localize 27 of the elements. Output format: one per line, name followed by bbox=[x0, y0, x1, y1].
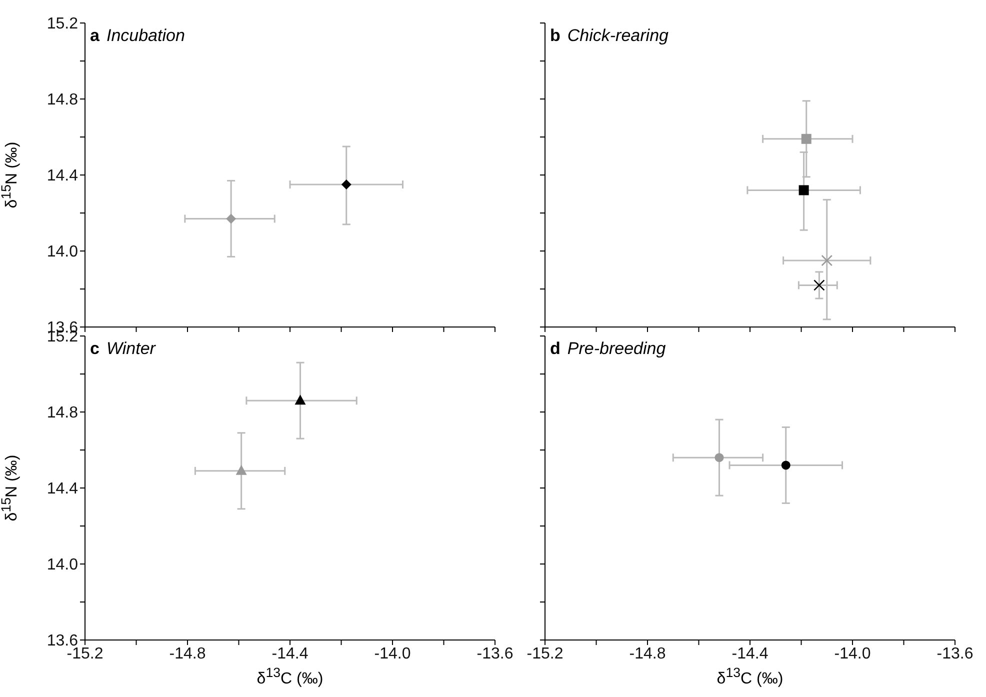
point bbox=[821, 254, 833, 266]
y-tick-label: 14.0 bbox=[46, 244, 78, 261]
x-tick-label: -14.4 bbox=[732, 645, 768, 662]
x-tick-label: -14.0 bbox=[834, 645, 871, 662]
x-axis-title: δ$^{13}$C (‰) bbox=[256, 665, 324, 688]
chart-title: d Pre-breeding bbox=[550, 339, 666, 358]
x-tick-label: -14.8 bbox=[169, 645, 206, 662]
y-tick-label: 14.4 bbox=[46, 168, 78, 185]
x-tick-label: -14.4 bbox=[272, 645, 308, 662]
point bbox=[798, 185, 809, 196]
x-tick-label: -14.0 bbox=[374, 645, 411, 662]
x-tick-label: -13.6 bbox=[936, 645, 974, 662]
x-tick-label: -13.6 bbox=[476, 645, 514, 662]
chart-title: a Incubation bbox=[90, 26, 185, 45]
point bbox=[814, 280, 825, 291]
y-tick-label: 14.8 bbox=[46, 404, 78, 422]
chart-title: c Winter bbox=[90, 339, 156, 358]
y-tick-label: 15.2 bbox=[46, 16, 78, 33]
x-tick-label: -14.8 bbox=[629, 645, 666, 662]
x-axis-title: δ$^{13}$C (‰) bbox=[716, 665, 784, 688]
point bbox=[801, 134, 812, 144]
chart-title: b Chick-rearing bbox=[550, 26, 668, 45]
x-tick-label: -15.2 bbox=[526, 645, 564, 662]
x-tick-label: -15.2 bbox=[66, 645, 104, 662]
y-tick-label: 14.0 bbox=[46, 556, 78, 574]
y-tick-label: 14.4 bbox=[46, 480, 78, 498]
y-tick-label: 14.8 bbox=[46, 92, 78, 109]
